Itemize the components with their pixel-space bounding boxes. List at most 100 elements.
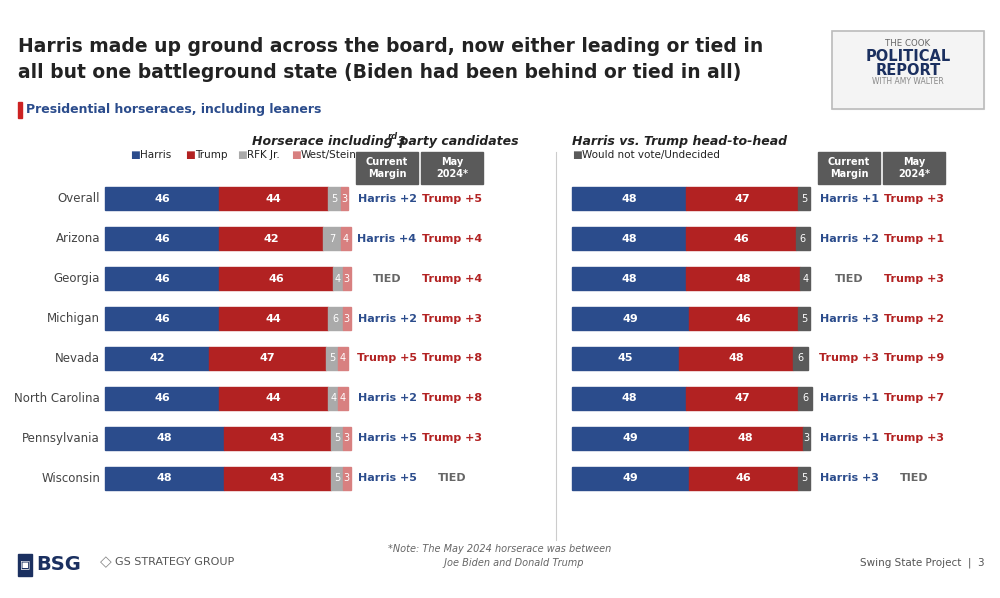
Bar bbox=[18, 554, 32, 576]
Bar bbox=[686, 187, 798, 210]
Bar bbox=[338, 347, 348, 370]
Text: Current
Margin: Current Margin bbox=[366, 157, 408, 179]
Bar bbox=[105, 187, 219, 210]
Text: 44: 44 bbox=[266, 194, 282, 204]
Text: Harris +1: Harris +1 bbox=[820, 194, 879, 204]
Text: Trump +4: Trump +4 bbox=[422, 274, 482, 283]
Text: 42: 42 bbox=[149, 353, 165, 364]
Text: 4: 4 bbox=[335, 274, 341, 283]
Text: Swing State Project  |  3: Swing State Project | 3 bbox=[860, 557, 985, 568]
Text: 46: 46 bbox=[735, 313, 751, 324]
Bar bbox=[798, 187, 810, 210]
Text: 46: 46 bbox=[268, 274, 284, 283]
Bar bbox=[105, 307, 219, 330]
Text: 47: 47 bbox=[734, 194, 750, 204]
Bar bbox=[689, 467, 798, 490]
Text: 48: 48 bbox=[621, 194, 637, 204]
Bar bbox=[793, 347, 808, 370]
Bar bbox=[343, 307, 351, 330]
Bar bbox=[224, 467, 331, 490]
Text: 3: 3 bbox=[344, 274, 350, 283]
Text: 48: 48 bbox=[728, 353, 744, 364]
Text: ■: ■ bbox=[185, 150, 195, 160]
Text: 3: 3 bbox=[344, 473, 350, 483]
Bar bbox=[338, 387, 348, 410]
Text: Trump +3: Trump +3 bbox=[422, 313, 482, 324]
Text: 44: 44 bbox=[266, 393, 282, 404]
Bar bbox=[832, 31, 984, 109]
Text: Harris +1: Harris +1 bbox=[820, 434, 879, 443]
Text: 6: 6 bbox=[802, 393, 808, 404]
Text: May
2024*: May 2024* bbox=[898, 157, 930, 179]
Text: TIED: TIED bbox=[438, 473, 466, 483]
Bar bbox=[572, 187, 686, 210]
Text: 48: 48 bbox=[157, 473, 172, 483]
Text: Trump +4: Trump +4 bbox=[422, 234, 482, 244]
Text: 46: 46 bbox=[154, 393, 170, 404]
Text: Trump +1: Trump +1 bbox=[884, 234, 944, 244]
Bar bbox=[105, 467, 224, 490]
Text: 45: 45 bbox=[618, 353, 633, 364]
Bar bbox=[883, 152, 945, 184]
Bar bbox=[328, 307, 343, 330]
Bar bbox=[572, 267, 686, 290]
Text: Presidential horseraces, including leaners: Presidential horseraces, including leane… bbox=[26, 103, 321, 116]
Text: REPORT: REPORT bbox=[875, 63, 941, 78]
Bar bbox=[331, 467, 343, 490]
Text: 43: 43 bbox=[270, 434, 285, 443]
Bar bbox=[679, 347, 793, 370]
Bar bbox=[209, 347, 326, 370]
Bar bbox=[323, 227, 341, 250]
Text: Trump +3: Trump +3 bbox=[884, 274, 944, 283]
Bar bbox=[219, 387, 328, 410]
Text: Trump +3: Trump +3 bbox=[422, 434, 482, 443]
Text: 46: 46 bbox=[733, 234, 749, 244]
Bar bbox=[686, 267, 800, 290]
Bar bbox=[572, 227, 686, 250]
Bar bbox=[832, 31, 984, 109]
Text: 46: 46 bbox=[154, 313, 170, 324]
Text: Arizona: Arizona bbox=[56, 232, 100, 245]
Text: Trump +5: Trump +5 bbox=[422, 194, 482, 204]
Text: Overall: Overall bbox=[58, 193, 100, 205]
Bar bbox=[572, 347, 679, 370]
Text: Pennsylvania: Pennsylvania bbox=[22, 432, 100, 445]
Bar bbox=[328, 187, 341, 210]
Text: Trump +3: Trump +3 bbox=[884, 434, 944, 443]
Bar bbox=[105, 227, 219, 250]
Text: 6: 6 bbox=[333, 313, 339, 324]
Text: Harris +1: Harris +1 bbox=[820, 393, 879, 404]
Text: 46: 46 bbox=[154, 234, 170, 244]
Text: ◇: ◇ bbox=[100, 554, 112, 569]
Bar bbox=[219, 307, 328, 330]
Bar bbox=[331, 427, 343, 450]
Text: BSG: BSG bbox=[36, 555, 81, 574]
Text: 46: 46 bbox=[154, 274, 170, 283]
Text: 3: 3 bbox=[344, 434, 350, 443]
Text: 5: 5 bbox=[334, 434, 340, 443]
Text: ■: ■ bbox=[237, 150, 247, 160]
Text: *Note: The May 2024 horserace was between
         Joe Biden and Donald Trump: *Note: The May 2024 horserace was betwee… bbox=[388, 544, 612, 568]
Text: Harris +4: Harris +4 bbox=[357, 234, 417, 244]
Text: Trump +5: Trump +5 bbox=[357, 353, 417, 364]
Bar bbox=[572, 307, 689, 330]
Text: 7: 7 bbox=[329, 234, 335, 244]
Text: Trump +8: Trump +8 bbox=[422, 353, 482, 364]
Text: West/Stein: West/Stein bbox=[301, 150, 357, 160]
Text: 4: 4 bbox=[342, 234, 349, 244]
Text: THE COOK: THE COOK bbox=[885, 39, 931, 48]
Text: party candidates: party candidates bbox=[395, 135, 519, 148]
Text: Harris +2: Harris +2 bbox=[358, 313, 416, 324]
Bar bbox=[689, 307, 798, 330]
Text: Trump +3: Trump +3 bbox=[884, 194, 944, 204]
Text: 42: 42 bbox=[263, 234, 279, 244]
Text: North Carolina: North Carolina bbox=[14, 392, 100, 405]
Text: 5: 5 bbox=[331, 194, 338, 204]
Bar bbox=[572, 387, 686, 410]
Text: 3: 3 bbox=[803, 434, 809, 443]
Text: Trump +8: Trump +8 bbox=[422, 393, 482, 404]
Text: 5: 5 bbox=[801, 473, 807, 483]
Bar bbox=[686, 227, 796, 250]
Text: Harris vs. Trump head-to-head: Harris vs. Trump head-to-head bbox=[572, 135, 788, 148]
Text: Trump +2: Trump +2 bbox=[884, 313, 944, 324]
